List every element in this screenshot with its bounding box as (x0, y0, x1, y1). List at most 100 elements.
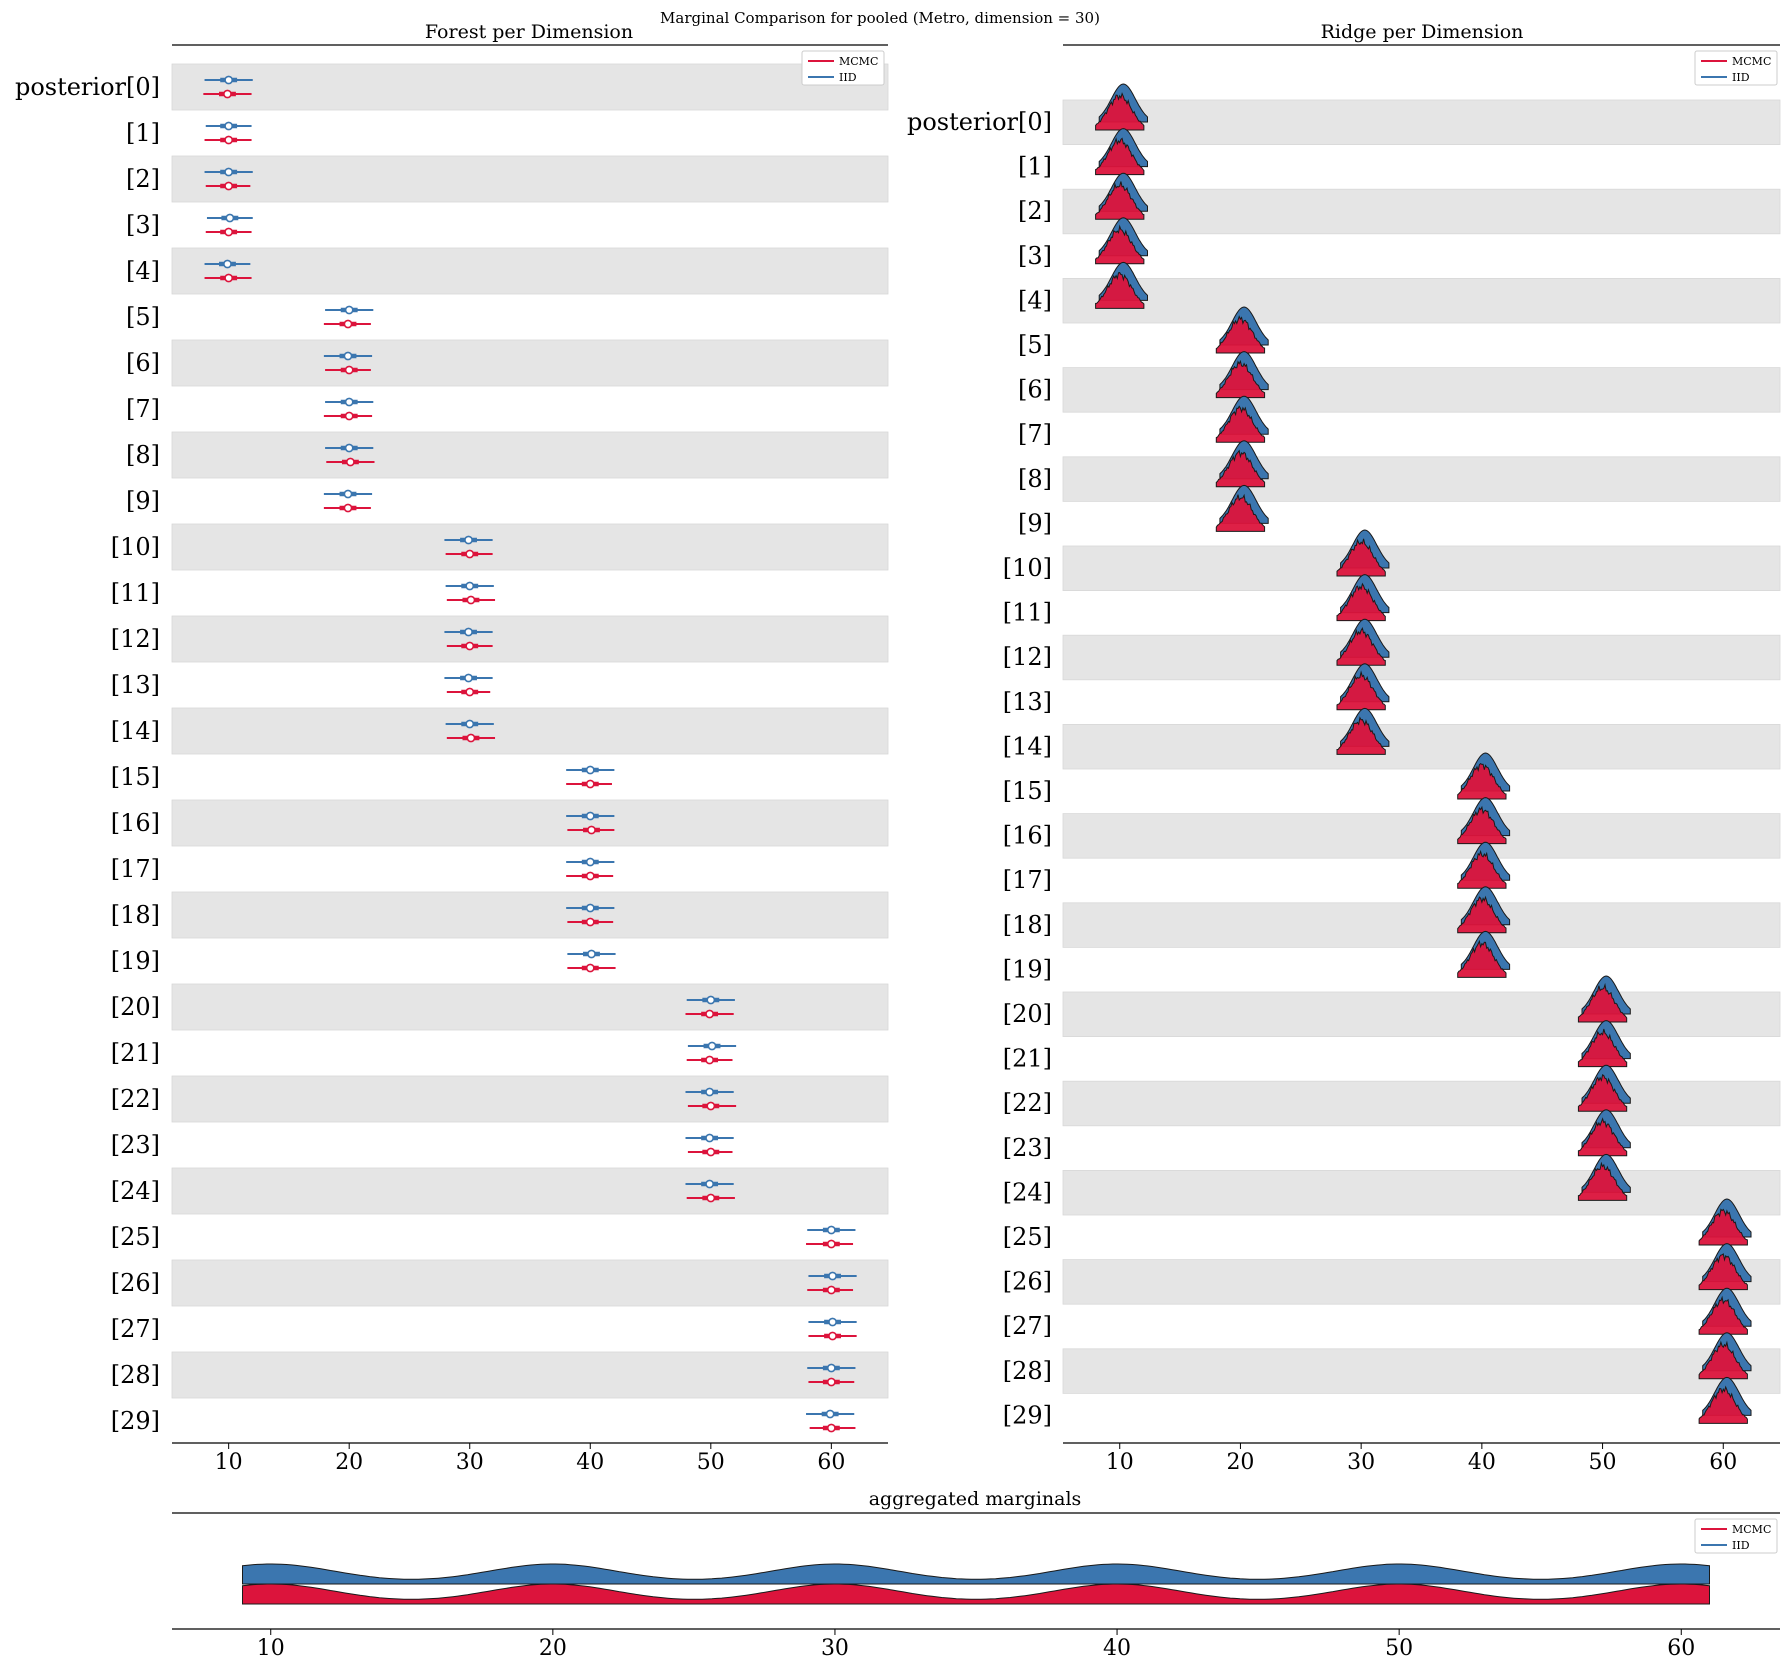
forest-mean-iid (224, 121, 234, 131)
aggregated-x-ticks: 10 20 30 40 50 60 (257, 1629, 1695, 1661)
row-label: [9] (126, 487, 160, 515)
aggregated-marks (242, 1563, 1710, 1605)
row-band (171, 707, 889, 755)
forest-mean-mcmc (466, 595, 476, 605)
row-label: [16] (1003, 822, 1052, 850)
legend-label-iid: IID (1732, 1539, 1750, 1552)
forest-mean-iid (825, 1409, 835, 1419)
forest-mean-mcmc (706, 1193, 716, 1203)
forest-mean-mcmc (466, 733, 476, 743)
row-label: [27] (111, 1315, 160, 1343)
row-label: [14] (111, 717, 160, 745)
forest-mean-mcmc (223, 89, 232, 99)
ridge-density-mcmc (1457, 849, 1507, 889)
row-label: [2] (126, 165, 160, 193)
ridge-density-mcmc (1215, 359, 1266, 399)
ridge-row-labels: posterior[0] [1] [2] [3] [4] [5] [6] [7] [8] [9] [… (907, 108, 1052, 1429)
row-label: [17] (111, 855, 160, 883)
x-tick-label: 30 (821, 1636, 849, 1661)
row-band (1062, 188, 1781, 235)
row-label: [18] (111, 901, 160, 929)
x-tick-label: 50 (697, 1450, 725, 1475)
figure-suptitle: Marginal Comparison for pooled (Metro, d… (660, 9, 1100, 27)
row-label: [14] (1003, 732, 1052, 760)
ridge-density-mcmc (1336, 716, 1386, 755)
row-band (1062, 634, 1781, 681)
row-label: [9] (1018, 509, 1052, 537)
row-label: [20] (1003, 1000, 1052, 1028)
row-band (171, 983, 889, 1031)
row-label: [12] (1003, 643, 1052, 671)
forest-mean-iid (224, 75, 234, 85)
ridge-density-mcmc (1336, 627, 1386, 666)
row-label: [22] (111, 1085, 160, 1113)
row-label: [25] (1003, 1223, 1052, 1251)
forest-mean-mcmc (826, 1239, 836, 1249)
ridge-density-mcmc (1215, 493, 1266, 532)
row-label: [8] (1018, 465, 1052, 493)
row-band (1062, 813, 1781, 859)
x-tick-label: 40 (1468, 1450, 1496, 1475)
forest-mean-mcmc (343, 319, 353, 329)
forest-mean-iid (826, 1225, 836, 1235)
row-band (1062, 1170, 1781, 1216)
aggregated-title: aggregated marginals (869, 1488, 1082, 1510)
row-label: [19] (111, 947, 160, 975)
row-label: [21] (111, 1039, 160, 1067)
forest-mean-iid (465, 719, 475, 729)
forest-mean-iid (343, 351, 353, 361)
forest-mean-iid (224, 167, 234, 177)
forest-mean-mcmc (826, 1377, 836, 1387)
ridge-marks (1095, 83, 1752, 1424)
row-band (171, 1351, 889, 1399)
forest-mean-mcmc (585, 963, 595, 973)
forest-mean-iid (585, 811, 595, 821)
forest-mean-iid (705, 1179, 715, 1189)
row-label: [5] (126, 303, 160, 331)
x-tick-label: 30 (1347, 1450, 1375, 1475)
row-label: [27] (1003, 1312, 1052, 1340)
ridge-density-mcmc (1698, 1208, 1748, 1246)
forest-mean-iid (464, 535, 473, 545)
forest-mean-mcmc (706, 1147, 716, 1157)
forest-mean-iid (828, 1317, 837, 1327)
forest-x-ticks: 10 20 30 40 50 60 (215, 1443, 845, 1475)
row-label: [22] (1003, 1089, 1052, 1117)
ridge-density-mcmc (1215, 405, 1266, 443)
row-label: [1] (126, 119, 160, 147)
row-label: [20] (111, 993, 160, 1021)
row-band (1062, 991, 1781, 1037)
forest-mean-iid (344, 305, 354, 315)
row-label: [6] (126, 349, 160, 377)
row-band (171, 523, 889, 571)
row-label: [24] (1003, 1178, 1052, 1206)
ridge-density-mcmc (1095, 181, 1145, 220)
forest-mean-iid (225, 213, 235, 223)
x-tick-label: 60 (1709, 1450, 1737, 1475)
ridge-density-mcmc (1698, 1340, 1748, 1380)
forest-mean-iid (343, 489, 353, 499)
forest-mean-iid (705, 1133, 715, 1143)
forest-mean-mcmc (585, 871, 595, 881)
forest-mean-mcmc (705, 1055, 715, 1065)
row-band (1062, 456, 1781, 502)
row-band (171, 799, 889, 847)
ridge-density-mcmc (1336, 670, 1386, 711)
ridge-density-mcmc (1577, 1073, 1628, 1112)
row-band (171, 615, 889, 663)
forest-mean-iid (705, 1087, 715, 1097)
forest-title: Forest per Dimension (425, 21, 633, 43)
row-label: [5] (1018, 331, 1052, 359)
row-label: [28] (111, 1361, 160, 1389)
aggregated-panel: aggregated marginals 10 20 30 40 50 60 MCMC II… (172, 1488, 1780, 1661)
forest-mean-mcmc (585, 917, 595, 927)
ridge-density-mcmc (1095, 224, 1145, 265)
row-label: [6] (1018, 376, 1052, 404)
row-band (171, 63, 889, 111)
legend-label-iid: IID (839, 71, 857, 84)
forest-mean-mcmc (826, 1423, 836, 1433)
legend-label-mcmc: MCMC (1732, 55, 1771, 68)
row-label: [24] (111, 1177, 160, 1205)
forest-mean-mcmc (224, 227, 234, 237)
x-tick-label: 20 (539, 1636, 567, 1661)
